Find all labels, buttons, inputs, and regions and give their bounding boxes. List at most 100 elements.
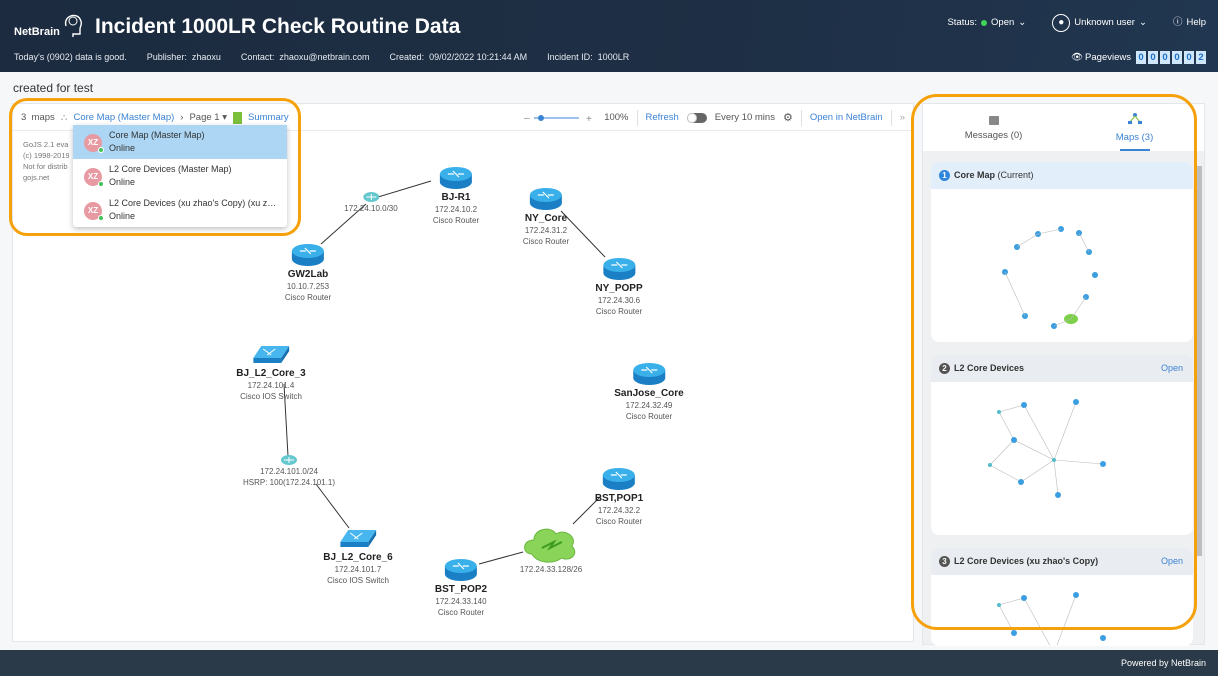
watermark-line: gojs.net — [23, 173, 50, 182]
link-subnet-bjr1[interactable] — [377, 180, 432, 198]
switch-icon — [323, 528, 392, 550]
map-node-router[interactable]: BST_POP2 172.24.33.140 Cisco Router — [435, 558, 487, 618]
map-option-status: Online — [109, 177, 136, 187]
map-node-switch[interactable]: BJ_L2_Core_6 172.24.101.7 Cisco IOS Switch — [323, 528, 393, 586]
cloud-icon — [520, 524, 582, 564]
map-card-1[interactable]: 1 Core Map (Current) — [931, 162, 1193, 342]
scrollbar-thumb[interactable] — [1195, 166, 1202, 556]
tab-maps[interactable]: Maps (3) — [1064, 104, 1205, 151]
status-dropdown[interactable]: Status: Open ⌄ — [947, 17, 1026, 29]
gear-icon[interactable]: ⚙ — [782, 111, 793, 124]
map-breadcrumb: 3 maps ⛬ Core Map (Master Map) › Page 1 … — [21, 104, 289, 131]
switch-icon — [236, 344, 305, 366]
link-subnet-core6[interactable] — [315, 483, 350, 529]
map-option[interactable]: XZ Core Map (Master Map) Online — [73, 125, 287, 159]
panel-scrollbar[interactable] — [1195, 160, 1202, 640]
map-option-name: L2 Core Devices (Master Map) — [109, 164, 232, 174]
map-node-subnet[interactable]: 172.24.101.0/24 HSRP: 100(172.24.101.1) — [243, 454, 335, 488]
device-type: Cisco Router — [595, 517, 643, 526]
help-link[interactable]: ⓘ Help — [1173, 17, 1206, 29]
gojs-watermark: GoJS 2.1 evalu (c) 1998-2019 | Not for d… — [23, 139, 69, 183]
device-ip: 10.10.7.253 — [286, 282, 330, 291]
avatar: XZ — [84, 168, 102, 186]
open-map-button[interactable]: Open — [1160, 556, 1183, 566]
link-gw2lab-subnet[interactable] — [320, 203, 367, 245]
pageview-digit: 0 — [1172, 51, 1182, 64]
map-node-router[interactable]: NY_POPP 172.24.30.6 Cisco Router — [595, 257, 643, 317]
status-dot-icon — [981, 20, 988, 26]
summary-link[interactable]: Summary — [248, 111, 289, 123]
active-tab-indicator — [1119, 149, 1150, 151]
map-option-name: L2 Core Devices (xu zhao's Copy) (xu zha… — [109, 198, 281, 208]
chevron-down-icon: ⌄ — [1018, 17, 1027, 28]
page-selector[interactable]: Page 1 ▾ — [189, 112, 227, 124]
device-ip: 172.24.32.49 — [625, 401, 673, 410]
data-status: Today's (0902) data is good. — [14, 52, 127, 62]
pageviews-label: Pageviews — [1085, 52, 1131, 63]
router-icon — [614, 362, 683, 386]
user-menu[interactable]: ● Unknown user ⌄ — [1052, 14, 1147, 32]
zoom-slider[interactable]: – + — [524, 112, 596, 124]
link-core3-subnet[interactable] — [283, 383, 289, 457]
avatar: XZ — [84, 202, 102, 220]
map-controls: – + 100% Refresh Every 10 mins ⚙ Open in … — [524, 104, 905, 131]
device-ip: 172.24.30.6 — [597, 296, 641, 305]
map-node-router[interactable]: SanJose_Core 172.24.32.49 Cisco Router — [614, 362, 684, 422]
device-type: Cisco IOS Switch — [240, 392, 302, 401]
netbrain-logo: NetBrain — [14, 12, 84, 38]
core-map-thumbnail — [1002, 226, 1098, 329]
map-card-3[interactable]: 3 L2 Core Devices (xu zhao's Copy) Open — [931, 548, 1193, 646]
refresh-button[interactable]: Refresh — [645, 111, 679, 123]
pageviews: 👁 Pageviews 0 0 0 0 0 2 — [1071, 51, 1206, 64]
map-node-router[interactable]: BJ-R1 172.24.10.2 Cisco Router — [433, 166, 479, 226]
map-option-status: Online — [109, 143, 136, 153]
svg-text:–: – — [524, 113, 530, 124]
card-title: L2 Core Devices (xu zhao's Copy) — [954, 556, 1099, 566]
collapse-icon[interactable]: » — [899, 111, 905, 123]
router-icon — [595, 257, 642, 281]
device-type: Cisco Router — [595, 307, 643, 316]
map-node-router[interactable]: BST,POP1 172.24.32.2 Cisco Router — [595, 467, 643, 527]
maps-count: 3 maps — [21, 111, 55, 123]
map-node-cloud[interactable]: 172.24.33.128/26 — [520, 524, 582, 575]
online-icon — [98, 147, 104, 153]
device-ip: 172.24.31.2 — [524, 226, 568, 235]
eye-icon: 👁 — [1070, 52, 1084, 63]
map-card-2[interactable]: 2 L2 Core Devices Open — [931, 355, 1193, 535]
device-ip: 172.24.32.2 — [597, 506, 641, 515]
card-title: Core Map — [954, 170, 996, 180]
map-node-router[interactable]: GW2Lab 10.10.7.253 Cisco Router — [285, 243, 331, 303]
device-name: GW2Lab — [287, 269, 329, 280]
map-canvas[interactable]: GoJS 2.1 evalu (c) 1998-2019 | Not for d… — [13, 131, 915, 643]
pageview-digit: 0 — [1148, 51, 1158, 64]
map-links — [283, 180, 606, 565]
map-node-subnet[interactable]: 172.24.10.0/30 — [344, 191, 398, 214]
auto-refresh-toggle[interactable] — [686, 112, 707, 123]
device-ip: 172.24.10.2 — [434, 205, 478, 214]
contact: Contact: zhaoxu@netbrain.com — [240, 52, 370, 62]
divider — [800, 109, 802, 126]
current-map-selector[interactable]: Core Map (Master Map) — [73, 111, 175, 123]
router-icon — [595, 467, 643, 491]
map-option[interactable]: XZ L2 Core Devices (xu zhao's Copy) (xu … — [73, 193, 287, 227]
device-ip: 172.24.101.0/24 — [260, 467, 318, 476]
tab-messages[interactable]: Messages (0) — [923, 104, 1064, 151]
page-label: Page 1 — [189, 111, 220, 123]
chevron-down-icon: ⌄ — [1138, 17, 1147, 28]
link-cloud-bstpop1[interactable] — [572, 495, 602, 525]
map-node-router[interactable]: NY_Core 172.24.31.2 Cisco Router — [523, 187, 569, 247]
subnet-icon — [344, 191, 397, 203]
link-nycore-nypopp[interactable] — [560, 210, 606, 258]
l2-copy-map-thumbnail — [997, 592, 1106, 646]
open-map-button[interactable]: Open — [1160, 363, 1183, 373]
watermark-line: (c) 1998-2019 | — [23, 151, 69, 160]
map-tree-icon — [1127, 113, 1142, 124]
online-icon — [98, 215, 104, 221]
device-name: BJ_L2_Core_6 — [323, 552, 393, 563]
open-in-netbrain-link[interactable]: Open in NetBrain — [809, 111, 883, 123]
map-option[interactable]: XZ L2 Core Devices (Master Map) Online — [73, 159, 287, 193]
link-bstpop2-cloud[interactable] — [478, 551, 524, 565]
router-icon — [435, 558, 487, 582]
map-node-switch[interactable]: BJ_L2_Core_3 172.24.101.4 Cisco IOS Switch — [236, 344, 306, 402]
map-option-name: Core Map (Master Map) — [109, 130, 205, 140]
